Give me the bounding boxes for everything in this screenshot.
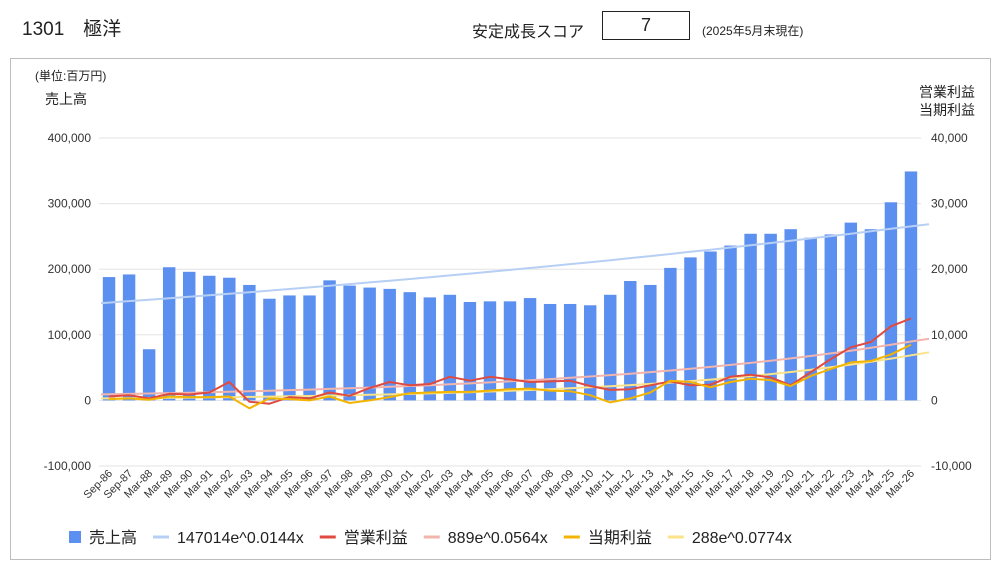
right-tick-label: 0 [931, 393, 938, 407]
legend-label: 288e^0.0774x [692, 530, 792, 547]
sales-bar [223, 277, 236, 401]
sales-bar [784, 229, 797, 401]
sales-bar [563, 303, 577, 401]
trend-line [100, 337, 930, 396]
right-tick-label: 20,000 [931, 262, 968, 276]
company-name: 1301 極洋 [22, 19, 122, 40]
sales-bar [904, 171, 918, 401]
legend-swatch [69, 531, 81, 543]
right-axis-title-2: 当期利益 [919, 102, 975, 118]
sales-bar [323, 280, 336, 401]
left-tick-label: 0 [84, 393, 91, 407]
left-tick-label: 200,000 [48, 262, 92, 276]
legend-label: 当期利益 [588, 529, 652, 547]
sales-bar [463, 302, 477, 401]
sales-bar [824, 234, 837, 401]
sales-bar [162, 267, 176, 401]
header: 1301 極洋 安定成長スコア 7 (2025年5月末現在) [0, 0, 1000, 55]
legend-label: 営業利益 [344, 529, 408, 547]
score-date: (2025年5月末現在) [702, 24, 804, 38]
sales-bar [122, 274, 136, 401]
sales-bar [283, 295, 296, 401]
trend-line [100, 223, 930, 305]
sales-bar [764, 233, 777, 401]
sales-bar [844, 222, 858, 401]
sales-bar [203, 275, 216, 401]
legend-label: 売上高 [89, 529, 137, 547]
sales-bar [523, 298, 537, 401]
profit-line [108, 317, 912, 405]
sales-bar [744, 233, 757, 401]
legend-label: 147014e^0.0144x [177, 530, 304, 547]
sales-bar [724, 245, 737, 401]
profit-line [108, 343, 912, 410]
sales-bar [363, 287, 376, 401]
sales-bar [684, 257, 697, 401]
sales-bars [102, 171, 918, 401]
unit-label: (単位:百万円) [35, 68, 106, 83]
profit-lines [108, 317, 912, 410]
sales-bar [543, 303, 557, 401]
sales-bar [343, 285, 356, 401]
score-label: 安定成長スコア [472, 24, 585, 41]
right-tick-label: 40,000 [931, 131, 968, 145]
sales-bar [664, 267, 677, 401]
combo-chart: (単位:百万円) 売上高 営業利益 当期利益 400,000 300,000 200… [35, 68, 975, 547]
right-tick-label: -10,000 [931, 459, 972, 473]
sales-bar [443, 294, 457, 401]
sales-bar [804, 237, 817, 401]
x-axis-labels: Sep-86Sep-87Mar-88Mar-89Mar-90Mar-91Mar-… [82, 468, 918, 502]
sales-bar [604, 294, 617, 401]
left-tick-label: 300,000 [48, 197, 92, 211]
sales-bar [142, 349, 156, 401]
sales-bar [243, 284, 256, 401]
left-axis-ticks: 400,000 300,000 200,000 100,000 0 -100,000 [44, 131, 92, 473]
sales-bar [483, 301, 497, 401]
sales-bar [183, 271, 196, 401]
right-tick-label: 10,000 [931, 328, 968, 342]
sales-bar [263, 298, 276, 401]
legend-label: 889e^0.0564x [448, 530, 548, 547]
legend: 売上高 147014e^0.0144x 営業利益 889e^0.0564x 当期利益 28… [69, 529, 792, 547]
left-tick-label: -100,000 [44, 459, 92, 473]
left-tick-label: 400,000 [48, 131, 92, 145]
left-tick-label: 100,000 [48, 328, 92, 342]
sales-bar [884, 202, 898, 401]
sales-bar [624, 281, 637, 401]
right-axis-ticks: 40,000 30,000 20,000 10,000 0 -10,000 [931, 131, 972, 473]
sales-bar [704, 251, 717, 401]
left-axis-title: 売上高 [45, 91, 87, 107]
chart-frame: (単位:百万円) 売上高 営業利益 当期利益 400,000 300,000 200… [10, 58, 991, 560]
score-value-box: 7 [602, 11, 690, 40]
sales-bar [303, 295, 316, 401]
sales-bar [864, 229, 878, 401]
right-axis-title-1: 営業利益 [919, 84, 975, 100]
sales-bar [503, 301, 517, 401]
sales-bar [102, 277, 116, 401]
right-tick-label: 30,000 [931, 197, 968, 211]
sales-bar [403, 292, 416, 401]
sales-bar [423, 297, 437, 401]
sales-bar [383, 288, 396, 401]
